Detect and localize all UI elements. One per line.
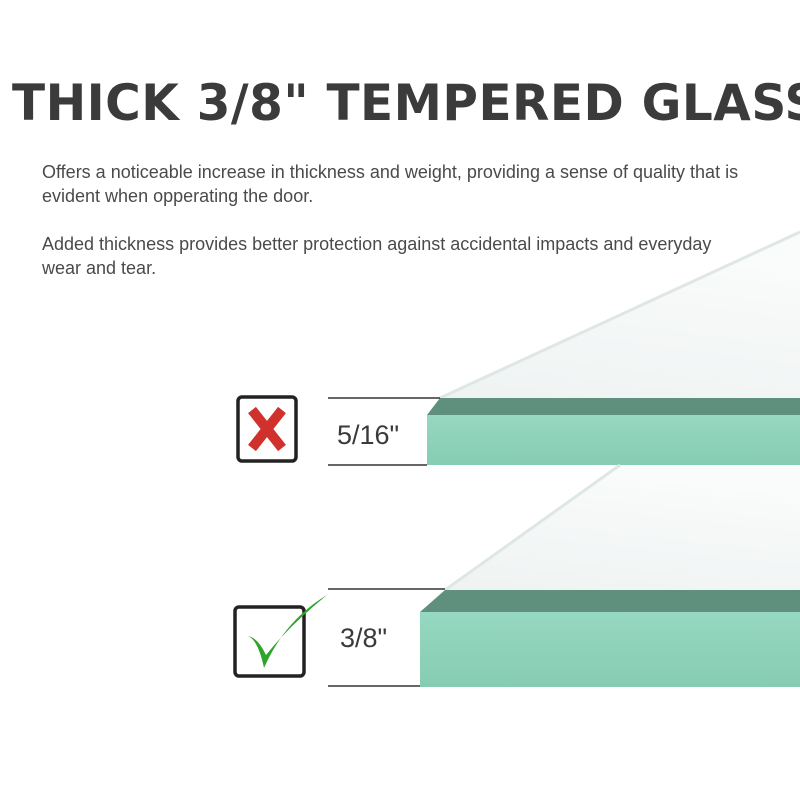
- green-checkmark-icon: [233, 595, 327, 678]
- description-protection: Added thickness provides better protecti…: [42, 234, 712, 278]
- page-title: THICK 3/8" TEMPERED GLASS: [12, 74, 800, 132]
- description-thickness: Offers a noticeable increase in thicknes…: [42, 162, 739, 206]
- red-x-icon: [236, 395, 298, 463]
- thickness-label-3-8: 3/8": [340, 623, 388, 653]
- thickness-label-5-16: 5/16": [337, 420, 400, 450]
- glass-panel-3-8: [328, 463, 800, 687]
- glass-panel-5-16: [328, 230, 800, 466]
